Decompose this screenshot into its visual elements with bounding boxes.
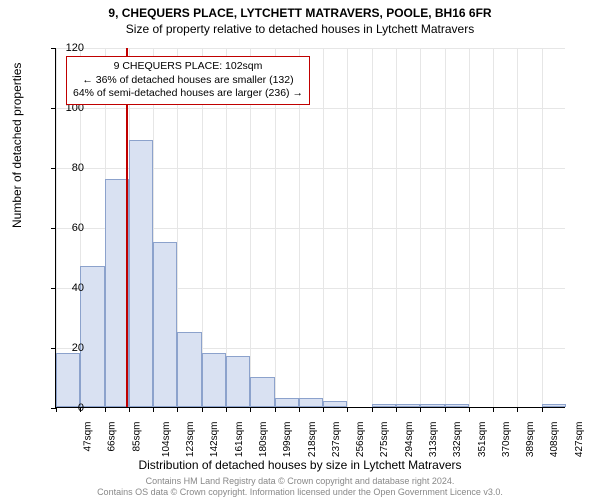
histogram-bar bbox=[323, 401, 347, 407]
histogram-bar bbox=[177, 332, 201, 407]
xtick-label: 332sqm bbox=[452, 422, 463, 458]
xtick-mark bbox=[323, 407, 324, 412]
xtick-label: 389sqm bbox=[525, 422, 536, 458]
xtick-mark bbox=[226, 407, 227, 412]
xtick-label: 161sqm bbox=[234, 422, 245, 458]
ytick-label: 120 bbox=[54, 42, 84, 54]
xtick-label: 104sqm bbox=[161, 422, 172, 458]
gridline-v bbox=[469, 48, 470, 407]
histogram-bar bbox=[226, 356, 250, 407]
xtick-label: 408sqm bbox=[550, 422, 561, 458]
xtick-label: 313sqm bbox=[428, 422, 439, 458]
histogram-bar bbox=[153, 242, 177, 407]
footer: Contains HM Land Registry data © Crown c… bbox=[0, 476, 600, 498]
xtick-mark bbox=[177, 407, 178, 412]
gridline-v bbox=[323, 48, 324, 407]
ytick-label: 80 bbox=[54, 162, 84, 174]
histogram-bar bbox=[445, 404, 469, 407]
gridline-h bbox=[56, 108, 565, 109]
annotation-line1: 9 CHEQUERS PLACE: 102sqm bbox=[73, 60, 303, 74]
chart-container: 9, CHEQUERS PLACE, LYTCHETT MATRAVERS, P… bbox=[0, 0, 600, 500]
xtick-mark bbox=[153, 407, 154, 412]
gridline-v bbox=[347, 48, 348, 407]
title-main: 9, CHEQUERS PLACE, LYTCHETT MATRAVERS, P… bbox=[0, 0, 600, 20]
gridline-v bbox=[445, 48, 446, 407]
gridline-h bbox=[56, 48, 565, 49]
xtick-label: 427sqm bbox=[574, 422, 585, 458]
annotation-box: 9 CHEQUERS PLACE: 102sqm ← 36% of detach… bbox=[66, 56, 310, 105]
y-axis-label: Number of detached properties bbox=[10, 63, 24, 228]
ytick-label: 20 bbox=[54, 342, 84, 354]
xtick-mark bbox=[129, 407, 130, 412]
ytick-label: 40 bbox=[54, 282, 84, 294]
histogram-bar bbox=[105, 179, 129, 407]
histogram-bar bbox=[420, 404, 444, 407]
xtick-mark bbox=[517, 407, 518, 412]
xtick-label: 275sqm bbox=[380, 422, 391, 458]
xtick-mark bbox=[105, 407, 106, 412]
histogram-bar bbox=[542, 404, 566, 407]
xtick-label: 256sqm bbox=[355, 422, 366, 458]
xtick-label: 180sqm bbox=[258, 422, 269, 458]
xtick-label: 66sqm bbox=[107, 422, 118, 452]
histogram-bar bbox=[56, 353, 80, 407]
gridline-v bbox=[372, 48, 373, 407]
ytick-label: 0 bbox=[54, 402, 84, 414]
histogram-bar bbox=[202, 353, 226, 407]
xtick-label: 85sqm bbox=[131, 422, 142, 452]
xtick-label: 218sqm bbox=[307, 422, 318, 458]
xtick-mark bbox=[445, 407, 446, 412]
xtick-mark bbox=[299, 407, 300, 412]
ytick-label: 60 bbox=[54, 222, 84, 234]
xtick-mark bbox=[275, 407, 276, 412]
xtick-mark bbox=[396, 407, 397, 412]
chart-area: 9 CHEQUERS PLACE: 102sqm ← 36% of detach… bbox=[55, 48, 565, 408]
xtick-label: 123sqm bbox=[185, 422, 196, 458]
plot: 9 CHEQUERS PLACE: 102sqm ← 36% of detach… bbox=[55, 48, 565, 408]
xtick-label: 199sqm bbox=[282, 422, 293, 458]
x-axis-label: Distribution of detached houses by size … bbox=[0, 458, 600, 472]
histogram-bar bbox=[372, 404, 396, 407]
xtick-label: 47sqm bbox=[83, 422, 94, 452]
gridline-v bbox=[420, 48, 421, 407]
gridline-v bbox=[493, 48, 494, 407]
xtick-mark bbox=[202, 407, 203, 412]
xtick-label: 351sqm bbox=[477, 422, 488, 458]
gridline-v bbox=[517, 48, 518, 407]
xtick-mark bbox=[372, 407, 373, 412]
histogram-bar bbox=[275, 398, 299, 407]
gridline-v bbox=[542, 48, 543, 407]
histogram-bar bbox=[129, 140, 153, 407]
xtick-mark bbox=[420, 407, 421, 412]
xtick-label: 142sqm bbox=[210, 422, 221, 458]
annotation-line2: ← 36% of detached houses are smaller (13… bbox=[73, 74, 303, 88]
footer-line2: Contains OS data © Crown copyright. Info… bbox=[0, 487, 600, 498]
footer-line1: Contains HM Land Registry data © Crown c… bbox=[0, 476, 600, 487]
xtick-mark bbox=[469, 407, 470, 412]
xtick-mark bbox=[347, 407, 348, 412]
histogram-bar bbox=[250, 377, 274, 407]
histogram-bar bbox=[299, 398, 323, 407]
gridline-v bbox=[396, 48, 397, 407]
xtick-mark bbox=[250, 407, 251, 412]
annotation-line3: 64% of semi-detached houses are larger (… bbox=[73, 87, 303, 101]
xtick-mark bbox=[493, 407, 494, 412]
xtick-label: 370sqm bbox=[501, 422, 512, 458]
xtick-label: 294sqm bbox=[404, 422, 415, 458]
title-sub: Size of property relative to detached ho… bbox=[0, 20, 600, 36]
histogram-bar bbox=[396, 404, 420, 407]
xtick-mark bbox=[542, 407, 543, 412]
xtick-label: 237sqm bbox=[331, 422, 342, 458]
